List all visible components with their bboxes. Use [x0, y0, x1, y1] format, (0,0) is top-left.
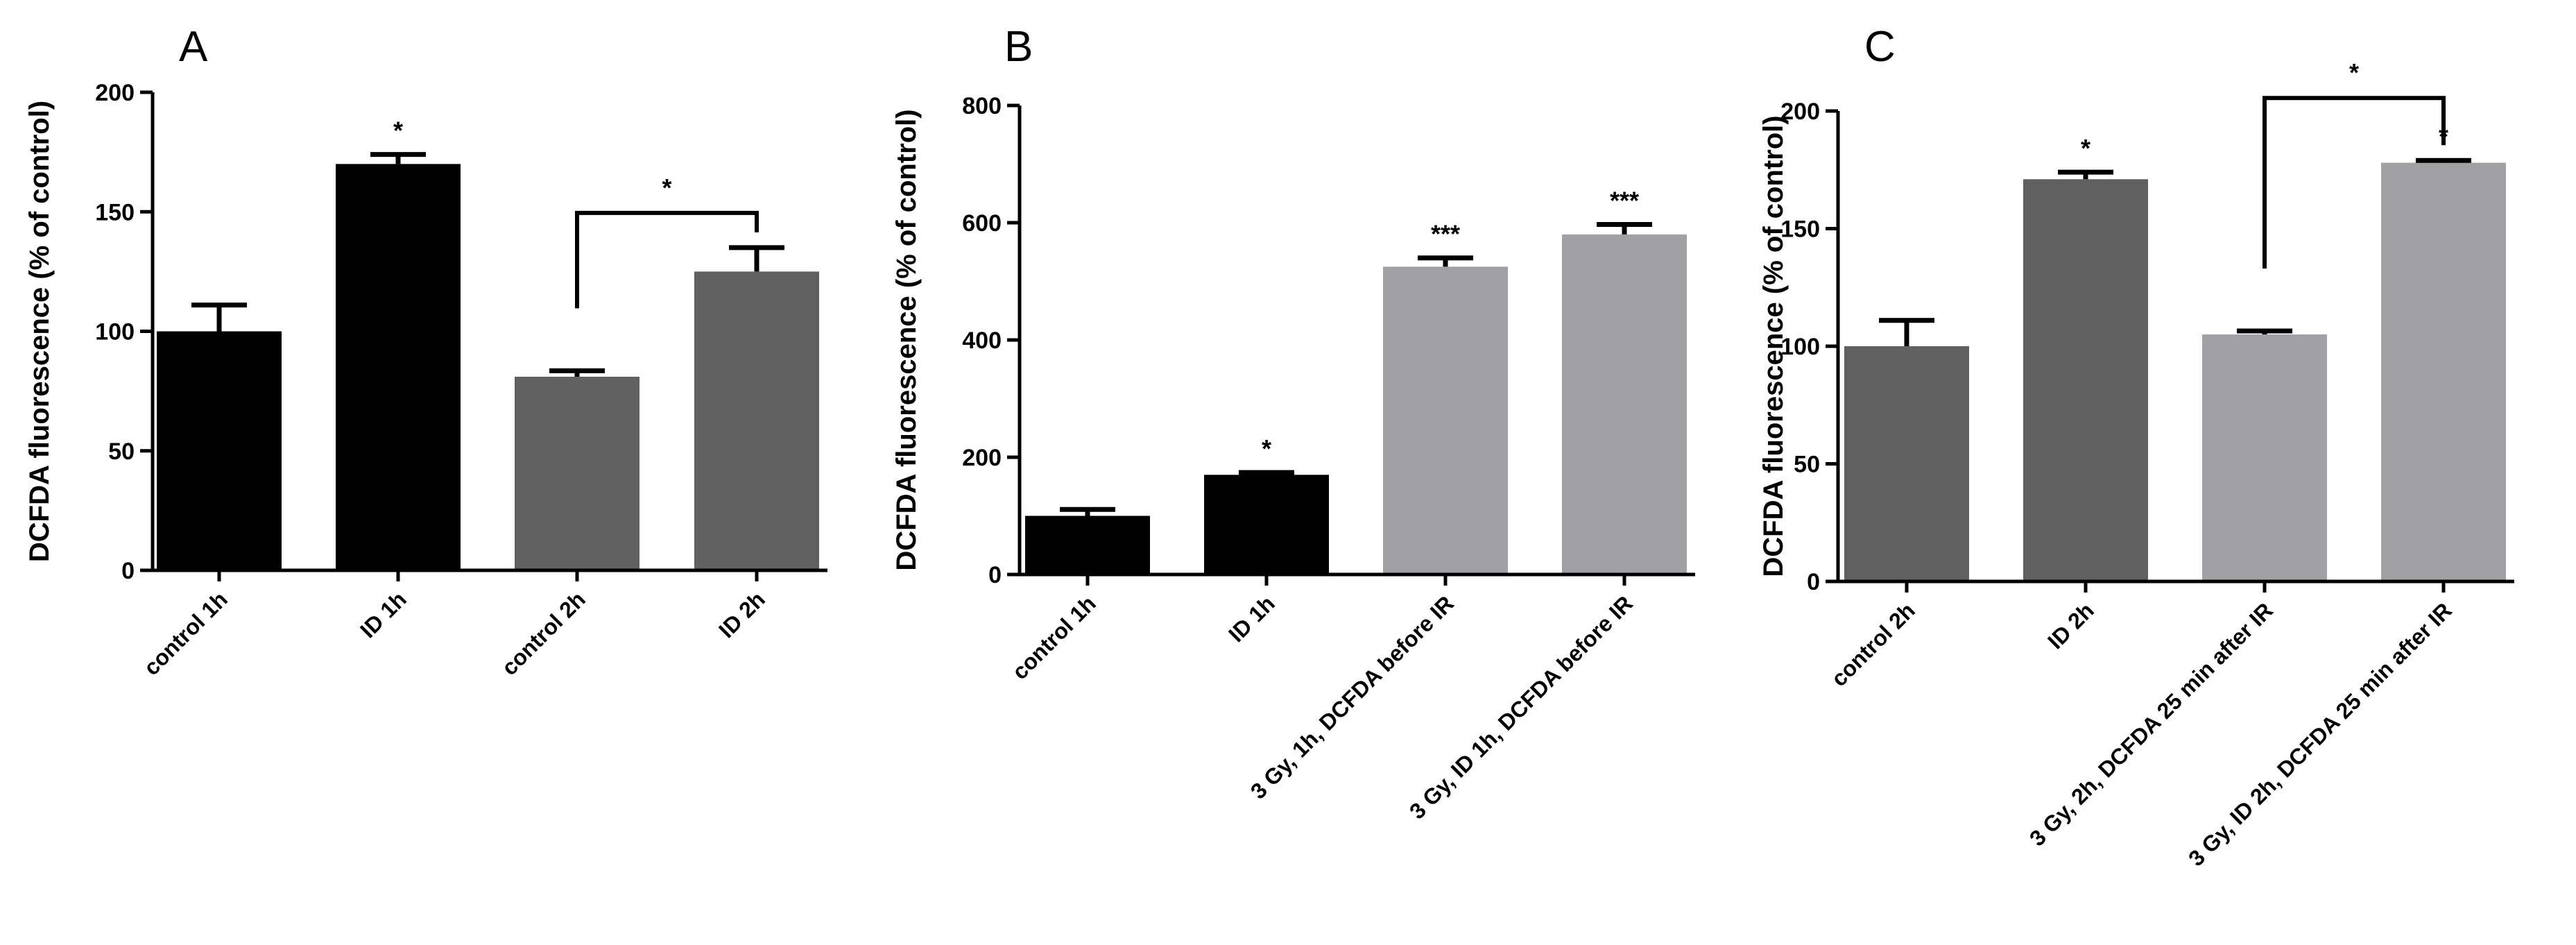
bracket-star: *	[2349, 58, 2359, 87]
y-tick-label: 50	[1794, 452, 1820, 478]
significance-star: *	[393, 117, 403, 145]
panel-label: B	[1004, 23, 1033, 71]
y-tick-label: 0	[1807, 569, 1820, 595]
x-tick-label: 3 Gy, 1h, DCFDA before IR	[1246, 590, 1459, 803]
panel-label: A	[179, 23, 208, 71]
y-tick-label: 150	[1780, 216, 1820, 243]
significance-star: ***	[1610, 187, 1639, 215]
x-tick-label: control 1h	[139, 586, 232, 680]
bar	[515, 376, 639, 570]
bar	[2023, 179, 2148, 581]
panel-b: B DCFDA fluorescence (% of control) 0 200 40…	[891, 23, 1695, 824]
x-tick-label: control 2h	[1826, 597, 1920, 691]
y-tick-label: 100	[1780, 334, 1820, 360]
bar	[2381, 162, 2506, 581]
bar	[1025, 516, 1150, 574]
y-tick-label: 800	[962, 93, 1002, 119]
bar	[1383, 266, 1508, 574]
bar	[2202, 334, 2327, 581]
y-axis-label: DCFDA fluorescence (% of control)	[891, 109, 922, 570]
y-axis-label: DCFDA fluorescence (% of control)	[24, 101, 55, 562]
y-tick-label: 600	[962, 210, 1002, 237]
significance-star: *	[2081, 134, 2090, 162]
bar	[694, 271, 819, 570]
y-tick-label: 150	[95, 199, 135, 225]
x-tick-label: ID 1h	[355, 586, 411, 642]
bar	[1562, 234, 1687, 574]
bracket-star: *	[662, 173, 671, 202]
significance-star: *	[1262, 434, 1271, 463]
bar	[336, 164, 461, 571]
y-tick-label: 50	[108, 439, 135, 465]
significance-bracket	[2262, 96, 2446, 269]
y-tick-label: 200	[1780, 99, 1820, 125]
bar	[157, 331, 282, 570]
y-tick-label: 200	[962, 445, 1002, 471]
significance-bracket	[575, 210, 759, 309]
panel-label: C	[1864, 23, 1896, 71]
y-axis-label: DCFDA fluorescence (% of control)	[1758, 115, 1789, 577]
x-tick-label: control 1h	[1007, 590, 1101, 684]
y-tick-label: 0	[988, 562, 1002, 588]
significance-star: ***	[1431, 220, 1460, 248]
x-tick-label: ID 1h	[1223, 590, 1280, 647]
bar	[1844, 346, 1969, 581]
x-tick-label: control 2h	[497, 586, 590, 680]
y-tick-label: 100	[95, 319, 135, 346]
bar	[1204, 475, 1329, 574]
y-tick-label: 400	[962, 327, 1002, 354]
panel-c: C DCFDA fluorescence (% of control) 0 50 100…	[1758, 23, 2514, 871]
x-tick-label: ID 2h	[2043, 597, 2099, 654]
panel-a: A DCFDA fluorescence (% of control) 0 50 100…	[24, 23, 827, 680]
y-tick-label: 200	[95, 80, 135, 106]
y-tick-label: 0	[121, 558, 135, 584]
x-tick-label: ID 2h	[714, 586, 770, 642]
